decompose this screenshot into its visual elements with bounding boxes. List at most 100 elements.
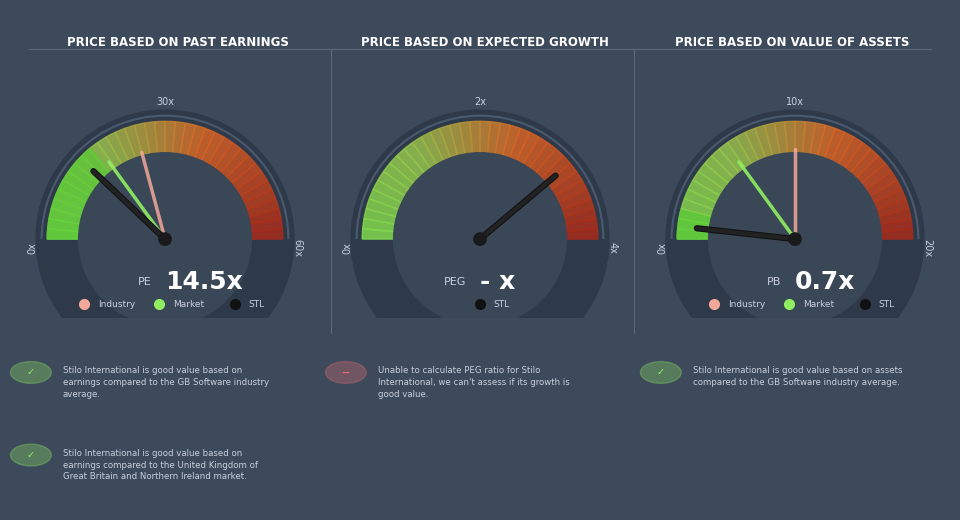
Wedge shape: [202, 133, 224, 164]
Wedge shape: [252, 229, 283, 239]
Text: Industry: Industry: [98, 300, 135, 309]
Wedge shape: [145, 122, 157, 154]
Wedge shape: [682, 199, 714, 217]
Wedge shape: [870, 180, 901, 203]
Text: 0x: 0x: [28, 242, 37, 254]
Wedge shape: [693, 172, 724, 196]
Wedge shape: [173, 122, 185, 154]
Circle shape: [11, 361, 51, 383]
Wedge shape: [480, 121, 491, 153]
Wedge shape: [134, 123, 150, 155]
Wedge shape: [249, 209, 281, 224]
Wedge shape: [48, 218, 80, 231]
Wedge shape: [59, 180, 90, 203]
Text: ✓: ✓: [27, 450, 35, 460]
Wedge shape: [366, 199, 398, 217]
Wedge shape: [215, 142, 241, 173]
Wedge shape: [705, 156, 733, 184]
Wedge shape: [677, 229, 708, 239]
Wedge shape: [430, 128, 450, 161]
Wedge shape: [495, 123, 511, 155]
Wedge shape: [878, 209, 911, 224]
Wedge shape: [55, 189, 86, 210]
Text: PRICE BASED ON PAST EARNINGS: PRICE BASED ON PAST EARNINGS: [66, 36, 289, 49]
Wedge shape: [565, 218, 597, 231]
Text: PRICE BASED ON VALUE OF ASSETS: PRICE BASED ON VALUE OF ASSETS: [675, 36, 909, 49]
Text: PB: PB: [767, 277, 781, 287]
Wedge shape: [679, 209, 711, 224]
Circle shape: [640, 361, 682, 383]
Wedge shape: [236, 172, 267, 196]
Wedge shape: [195, 128, 215, 161]
Wedge shape: [227, 156, 255, 184]
Wedge shape: [810, 123, 826, 155]
Text: STL: STL: [493, 300, 510, 309]
Wedge shape: [546, 163, 576, 190]
Text: Stilo International is good value based on
earnings compared to the GB Software : Stilo International is good value based …: [63, 366, 269, 399]
Wedge shape: [208, 137, 232, 168]
Wedge shape: [370, 189, 401, 210]
Circle shape: [351, 110, 609, 368]
Wedge shape: [449, 123, 465, 155]
Wedge shape: [719, 142, 745, 173]
Wedge shape: [851, 149, 878, 178]
Circle shape: [36, 110, 294, 368]
Wedge shape: [880, 218, 912, 231]
Circle shape: [789, 233, 802, 245]
Wedge shape: [745, 128, 765, 161]
Circle shape: [666, 110, 924, 368]
Wedge shape: [89, 142, 115, 173]
Wedge shape: [555, 180, 587, 203]
Text: Industry: Industry: [728, 300, 765, 309]
Wedge shape: [47, 229, 79, 239]
Wedge shape: [881, 229, 913, 239]
Wedge shape: [165, 121, 176, 153]
Wedge shape: [866, 172, 897, 196]
Wedge shape: [688, 180, 720, 203]
Wedge shape: [502, 125, 520, 158]
Wedge shape: [845, 142, 871, 173]
Wedge shape: [460, 122, 472, 154]
Wedge shape: [107, 133, 129, 164]
Text: 2x: 2x: [474, 97, 486, 107]
Text: 0x: 0x: [658, 242, 667, 254]
Wedge shape: [63, 172, 94, 196]
Wedge shape: [861, 163, 892, 190]
Wedge shape: [363, 218, 395, 231]
Text: 20x: 20x: [923, 239, 932, 257]
Wedge shape: [125, 125, 143, 158]
Wedge shape: [795, 121, 805, 153]
Circle shape: [708, 153, 881, 326]
Circle shape: [158, 233, 171, 245]
Wedge shape: [68, 163, 99, 190]
Wedge shape: [728, 137, 752, 168]
Wedge shape: [187, 125, 205, 158]
Text: Market: Market: [173, 300, 204, 309]
Wedge shape: [699, 163, 729, 190]
Wedge shape: [564, 209, 596, 224]
Wedge shape: [155, 121, 165, 153]
Circle shape: [11, 444, 51, 466]
Text: Stilo International is good value based on
earnings compared to the United Kingd: Stilo International is good value based …: [63, 449, 258, 482]
Text: 10x: 10x: [786, 97, 804, 107]
Wedge shape: [384, 163, 414, 190]
Wedge shape: [390, 156, 419, 184]
Wedge shape: [803, 122, 815, 154]
Wedge shape: [736, 133, 758, 164]
Wedge shape: [488, 122, 500, 154]
Text: Market: Market: [803, 300, 834, 309]
Text: 14.5x: 14.5x: [165, 270, 243, 294]
Text: STL: STL: [248, 300, 264, 309]
Wedge shape: [98, 137, 122, 168]
Text: 30x: 30x: [156, 97, 174, 107]
Wedge shape: [51, 199, 84, 217]
Wedge shape: [373, 180, 405, 203]
Wedge shape: [240, 180, 272, 203]
Wedge shape: [251, 218, 282, 231]
Wedge shape: [523, 137, 547, 168]
Wedge shape: [243, 189, 276, 210]
Wedge shape: [566, 229, 598, 239]
Wedge shape: [516, 133, 539, 164]
Wedge shape: [825, 128, 845, 161]
Circle shape: [394, 153, 566, 326]
